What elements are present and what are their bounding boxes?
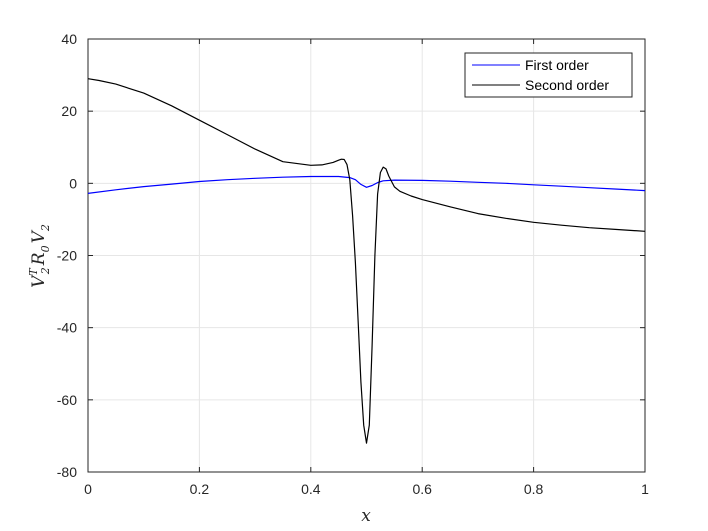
y-tick-label: -80 — [57, 464, 77, 480]
series-line-second-order — [87, 78, 646, 444]
x-tick-label: 0.4 — [301, 481, 321, 497]
y-tick-label: -60 — [57, 392, 77, 408]
x-tick-label: 1 — [641, 481, 649, 497]
legend-box — [464, 52, 633, 98]
y-tick-label: 40 — [61, 31, 77, 47]
x-tick-label: 0.2 — [190, 481, 210, 497]
grid — [87, 38, 646, 473]
x-tick-label: 0.8 — [524, 481, 544, 497]
legend-label-second-order: Second order — [525, 77, 609, 93]
series-lines — [87, 78, 646, 444]
x-axis-label: x — [361, 506, 371, 526]
y-tick-label: -20 — [57, 248, 77, 264]
legend: First order Second order — [464, 52, 633, 98]
legend-label-first-order: First order — [525, 57, 589, 73]
y-tick-label: 0 — [69, 175, 77, 191]
axis-ticks: 0 0.2 0.4 0.6 0.8 1 40 20 0 -20 -40 -60 -80 — [57, 31, 649, 497]
y-tick-label: -40 — [57, 320, 77, 336]
y-tick-label: 20 — [61, 103, 77, 119]
y-axis-label: VT2R0V2 — [27, 224, 52, 288]
x-tick-label: 0.6 — [412, 481, 432, 497]
series-line-first-order — [87, 175, 646, 194]
x-tick-label: 0 — [84, 481, 92, 497]
